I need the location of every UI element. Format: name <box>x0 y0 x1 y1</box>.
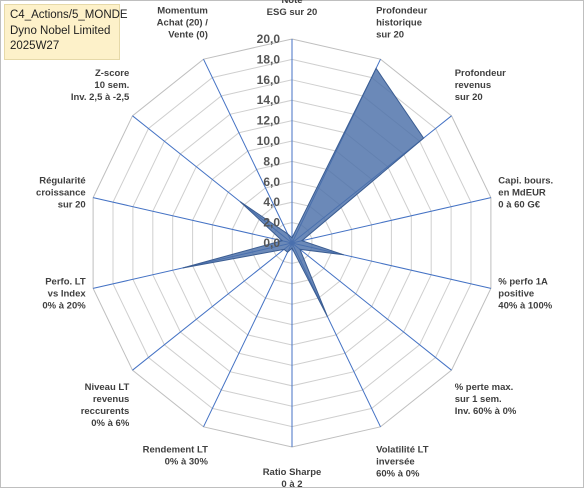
tick-label: 16,0 <box>257 73 281 87</box>
radar-tick-labels: 0,0 2,0 4,0 6,0 8,0 10,0 12,0 14,0 16,0 18,0 20,0 <box>257 32 281 250</box>
axis-label-line: vs Index <box>48 288 87 299</box>
axis-label-7: Ratio Sharpe 0 à 2 <box>263 467 322 488</box>
axis-spoke-11 <box>92 197 293 244</box>
axis-label-line: sur 20 <box>376 29 404 40</box>
axis-label-line: % perte max. <box>455 382 514 393</box>
axis-label-line: 0 à 60 G€ <box>498 200 540 211</box>
tick-label: 8,0 <box>263 154 280 168</box>
axis-label-line: inversée <box>376 457 415 468</box>
axis-label-line: Achat (20) / <box>157 17 209 28</box>
axis-spoke-13 <box>203 58 293 244</box>
axis-label-0: Note ESG sur 20 <box>267 0 318 18</box>
axis-label-line: 0% à 6% <box>91 418 130 429</box>
axis-label-line: positive <box>498 288 534 299</box>
axis-label-line: 60% à 0% <box>376 469 420 480</box>
axis-label-line: Volatilité LT <box>376 445 429 456</box>
axis-label-line: 0 à 2 <box>281 479 302 488</box>
tick-label: 18,0 <box>257 52 281 66</box>
tick-label: 0,0 <box>263 236 280 250</box>
tick-label: 6,0 <box>263 175 280 189</box>
tick-label: 4,0 <box>263 195 280 209</box>
axis-label-line: Z-score <box>95 68 129 79</box>
axis-label-line: 10 sem. <box>94 80 129 91</box>
axis-label-12: Z-score 10 sem. Inv. 2,5 à -2,5 <box>71 68 130 103</box>
axis-label-line: Inv. 60% à 0% <box>455 406 517 417</box>
axis-label-line: Profondeur <box>455 68 506 79</box>
tick-label: 10,0 <box>257 134 281 148</box>
axis-label-line: reccurents <box>81 406 130 417</box>
axis-label-1: Profondeur historique sur 20 <box>376 5 427 40</box>
tick-label: 2,0 <box>263 216 280 230</box>
axis-label-line: 0% à 30% <box>165 457 209 468</box>
axis-label-line: croissance <box>36 188 86 199</box>
axis-label-line: revenus <box>93 394 129 405</box>
axis-label-line: Vente (0) <box>168 29 208 40</box>
axis-label-line: revenus <box>455 80 491 91</box>
axis-spoke-3 <box>291 197 492 244</box>
axis-label-13: Momentum Achat (20) / Vente (0) <box>157 5 209 40</box>
axis-label-line: Régularité <box>39 176 85 187</box>
axis-label-6: Volatilité LT inversée 60% à 0% <box>376 445 429 480</box>
axis-label-line: en MdEUR <box>498 188 546 199</box>
axis-spoke-9 <box>132 242 293 371</box>
axis-label-8: Rendement LT 0% à 30% <box>143 445 209 468</box>
axis-label-line: sur 20 <box>455 92 483 103</box>
tick-label: 14,0 <box>257 93 281 107</box>
radar-axis-labels: Note ESG sur 20 Profondeur historique sur 20… <box>36 0 553 488</box>
axis-label-line: Note <box>281 0 302 6</box>
axis-label-line: 0% à 20% <box>42 300 86 311</box>
title-line-1: C4_Actions/5_MONDE <box>10 9 128 21</box>
axis-label-line: Capi. bours. <box>498 176 553 187</box>
axis-label-9: Niveau LT revenus reccurents 0% à 6% <box>81 382 130 429</box>
title-line-3: 2025W27 <box>10 40 60 52</box>
axis-label-line: Ratio Sharpe <box>263 467 322 478</box>
series-area <box>182 67 425 317</box>
radar-series <box>182 67 425 317</box>
axis-label-line: Inv. 2,5 à -2,5 <box>71 92 130 103</box>
axis-spoke-5 <box>291 242 452 371</box>
axis-label-4: % perfo 1A positive 40% à 100% <box>498 276 552 311</box>
tick-label: 12,0 <box>257 114 281 128</box>
axis-label-10: Perfo. LT vs Index 0% à 20% <box>42 276 86 311</box>
axis-label-line: Profondeur <box>376 5 427 16</box>
axis-label-line: sur 20 <box>58 200 86 211</box>
axis-label-line: % perfo 1A <box>498 276 548 287</box>
axis-label-line: Rendement LT <box>143 445 208 456</box>
axis-spoke-8 <box>203 242 293 428</box>
axis-label-2: Profondeur revenus sur 20 <box>455 68 506 103</box>
axis-label-line: Perfo. LT <box>45 276 86 287</box>
chart-title-box: C4_Actions/5_MONDE Dyno Nobel Limited 20… <box>4 4 128 60</box>
axis-label-line: Niveau LT <box>85 382 130 393</box>
axis-label-line: Momentum <box>157 5 208 16</box>
axis-label-line: 40% à 100% <box>498 300 552 311</box>
tick-label: 20,0 <box>257 32 281 46</box>
axis-label-line: sur 1 sem. <box>455 394 502 405</box>
axis-label-line: historique <box>376 17 422 28</box>
axis-label-line: ESG sur 20 <box>267 7 318 18</box>
axis-label-5: % perte max. sur 1 sem. Inv. 60% à 0% <box>455 382 517 417</box>
axis-label-11: Régularité croissance sur 20 <box>36 176 86 211</box>
title-line-2: Dyno Nobel Limited <box>10 24 111 37</box>
axis-label-3: Capi. bours. en MdEUR 0 à 60 G€ <box>498 176 553 211</box>
